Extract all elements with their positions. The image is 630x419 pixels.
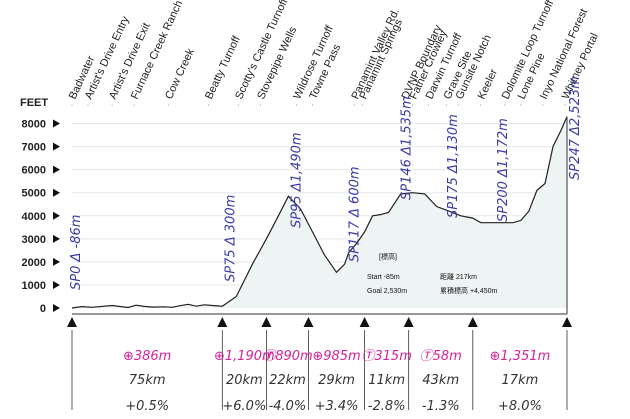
spot-annotation: SP117 Δ 600m bbox=[348, 166, 363, 262]
elevation-area bbox=[71, 116, 568, 315]
info-gain: 累積標高 +4,450m bbox=[440, 286, 498, 295]
y-tick-arrow bbox=[53, 257, 60, 266]
segment-marker bbox=[261, 317, 272, 327]
info-header: [標高] bbox=[379, 252, 397, 261]
segment-distance: 20km bbox=[226, 373, 263, 388]
y-tick-label: 4000 bbox=[22, 211, 46, 223]
segment-climb: ⊕1,351m bbox=[490, 349, 551, 364]
y-tick-arrow bbox=[53, 165, 60, 174]
segment-marker bbox=[359, 317, 370, 327]
gridlines bbox=[72, 123, 567, 286]
info-start: Start -85m bbox=[367, 274, 400, 281]
segment-climb: ⊕386m bbox=[123, 349, 171, 364]
segment-marker bbox=[403, 317, 414, 327]
y-axis-ticks: 8000 7000 6000 5000 4000 3000 2000 1000 0 bbox=[22, 119, 60, 315]
segment-marker bbox=[467, 317, 478, 327]
y-tick-arrow bbox=[53, 211, 60, 220]
info-distance: 距離 217km bbox=[440, 272, 477, 281]
spot-annotation: SP200 Δ1,172m bbox=[496, 118, 511, 222]
y-tick-label: 0 bbox=[40, 303, 46, 315]
segment-distance: 43km bbox=[422, 373, 459, 388]
segment-distance: 29km bbox=[318, 373, 355, 388]
segment-grade: +6.0% bbox=[222, 399, 266, 414]
y-tick-arrow bbox=[53, 142, 60, 151]
segment-climb: ⊕985m bbox=[312, 349, 360, 364]
y-tick-arrow bbox=[53, 280, 60, 289]
segment-climb: Ⓣ58m bbox=[420, 349, 462, 364]
y-axis-label: FEET bbox=[20, 97, 48, 109]
y-tick-label: 5000 bbox=[22, 188, 46, 200]
elevation-fill bbox=[72, 116, 567, 308]
y-tick-label: 2000 bbox=[22, 257, 46, 269]
segment-climb: ⊕1,190m bbox=[214, 349, 275, 364]
segment-distance: 22km bbox=[269, 373, 306, 388]
y-tick-label: 7000 bbox=[22, 142, 46, 154]
elevation-info-box: [標高] Start -85m Goal 2,530m 距離 217km 累積標… bbox=[367, 252, 498, 295]
segment-grade: +8.0% bbox=[498, 399, 542, 414]
y-tick-arrow bbox=[53, 234, 60, 243]
location-label: Cow Creek bbox=[163, 46, 197, 101]
y-tick-arrow bbox=[53, 119, 60, 128]
spot-annotation: SP0 Δ -86m bbox=[69, 215, 84, 290]
segment-distance: 75km bbox=[129, 373, 166, 388]
segment-grade: +0.5% bbox=[125, 399, 169, 414]
segment-marker bbox=[67, 317, 77, 327]
y-tick-arrow bbox=[53, 304, 60, 312]
segment-distance: 11km bbox=[368, 373, 405, 388]
spot-annotation: SP175 Δ1,130m bbox=[446, 114, 461, 218]
y-tick-label: 8000 bbox=[22, 119, 46, 131]
segment-grade: -4.0% bbox=[269, 399, 307, 414]
spot-annotation: SP95 Δ1,490m bbox=[289, 132, 304, 228]
spot-annotations: SP0 Δ -86m SP75 Δ 300m SP95 Δ1,490m SP117 Δ… bbox=[69, 76, 583, 290]
spot-annotation: SP75 Δ 300m bbox=[223, 195, 238, 282]
info-goal: Goal 2,530m bbox=[367, 288, 407, 295]
segment-distance: 17km bbox=[502, 373, 539, 388]
segment-grade: -2.8% bbox=[368, 399, 406, 414]
segment-grade: -1.3% bbox=[422, 399, 460, 414]
elevation-line bbox=[71, 116, 568, 309]
spot-annotation: SP247 Δ2,523m bbox=[568, 76, 583, 180]
y-tick-arrow bbox=[53, 188, 60, 197]
spot-annotation: SP146 Δ1,535m bbox=[400, 96, 415, 200]
segment-marker bbox=[562, 317, 572, 327]
segment-marker bbox=[303, 317, 314, 327]
y-tick-label: 1000 bbox=[22, 280, 46, 292]
segment-climb: Ⓣ890m bbox=[262, 349, 312, 364]
y-tick-label: 6000 bbox=[22, 165, 46, 177]
segment-table: ⊕386m 75km +0.5% ⊕1,190m 20km +6.0% Ⓣ890m 22km -… bbox=[67, 317, 572, 414]
y-tick-label: 3000 bbox=[22, 234, 46, 246]
segment-grade: +3.4% bbox=[315, 399, 359, 414]
segment-climb: Ⓣ315m bbox=[361, 349, 411, 364]
segment-marker bbox=[217, 317, 228, 327]
location-label: Keeler bbox=[476, 67, 500, 101]
